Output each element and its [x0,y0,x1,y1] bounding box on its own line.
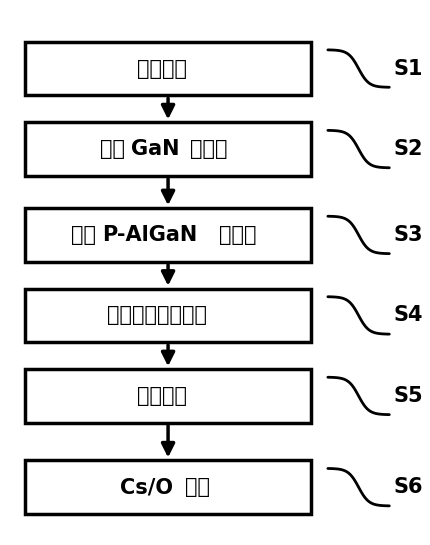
Text: S1: S1 [393,58,422,78]
Text: 剥离层: 剥离层 [190,139,227,159]
Text: 衬底剥离: 衬底剥离 [137,386,187,406]
FancyBboxPatch shape [25,461,311,514]
Text: 生长: 生长 [100,139,125,159]
FancyBboxPatch shape [25,42,311,95]
Text: S6: S6 [393,477,422,497]
Text: S5: S5 [393,386,422,406]
Text: S3: S3 [393,225,422,245]
Text: 激活: 激活 [185,477,210,497]
Text: Cs/O: Cs/O [120,477,173,497]
Text: 生长: 生长 [71,225,96,245]
FancyBboxPatch shape [25,208,311,262]
Text: S4: S4 [393,305,422,325]
Text: GaN: GaN [130,139,179,159]
FancyBboxPatch shape [25,369,311,423]
FancyBboxPatch shape [25,289,311,342]
Text: S2: S2 [393,139,422,159]
Text: 衬底材料: 衬底材料 [137,58,187,78]
Text: 发射层: 发射层 [218,225,256,245]
Text: P-AlGaN: P-AlGaN [102,225,197,245]
FancyBboxPatch shape [25,122,311,176]
Text: 石英窗口正面键合: 石英窗口正面键合 [107,305,206,325]
